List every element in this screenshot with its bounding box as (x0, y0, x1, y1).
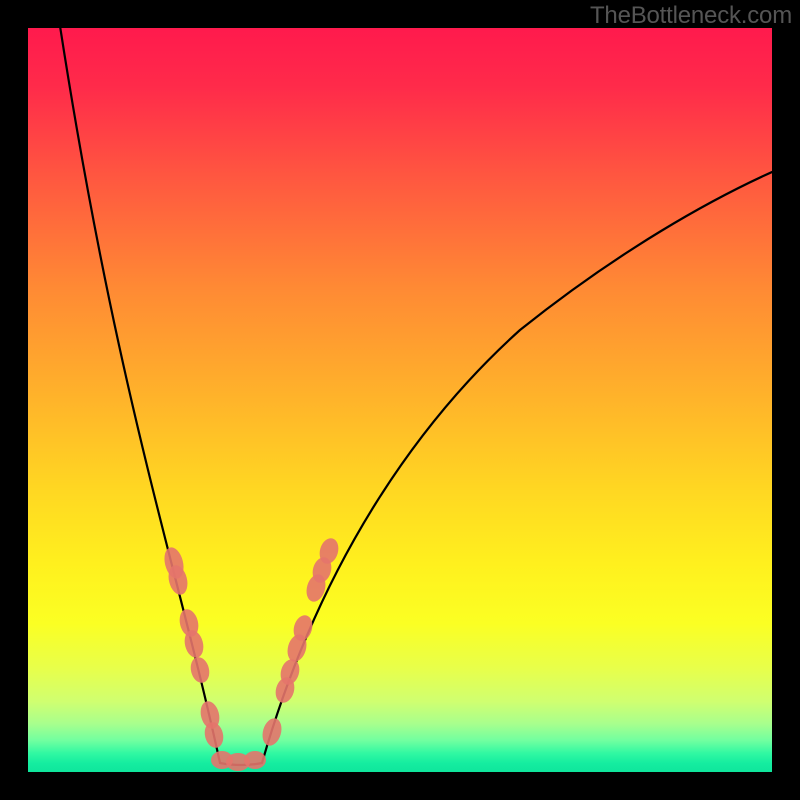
chart-svg (0, 0, 800, 800)
watermark-text: TheBottleneck.com (590, 2, 792, 30)
data-marker (244, 751, 266, 769)
gradient-background (28, 28, 772, 772)
chart-stage: TheBottleneck.com (0, 0, 800, 800)
